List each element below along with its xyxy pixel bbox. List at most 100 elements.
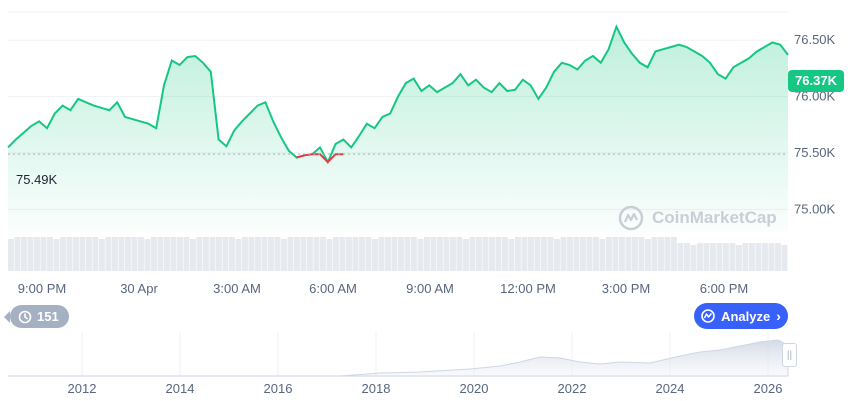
volume-bar — [248, 237, 255, 271]
volume-bar — [755, 243, 762, 271]
volume-bar — [66, 237, 73, 271]
volume-bar — [326, 239, 333, 271]
volume-bar — [53, 239, 60, 271]
navigator-year-label: 2022 — [558, 381, 587, 396]
volume-bar — [34, 237, 40, 271]
y-axis-ticks: 75.00K 75.50K 76.00K 76.50K — [794, 32, 836, 216]
volume-bar — [658, 237, 664, 271]
volume-bar — [612, 237, 619, 271]
volume-bar — [73, 237, 79, 271]
volume-bar — [619, 237, 625, 271]
price-area — [8, 26, 788, 233]
volume-bar — [573, 237, 580, 271]
x-tick-label: 12:00 PM — [500, 281, 556, 296]
navigator-drag-handle[interactable]: || — [782, 343, 797, 367]
navigator-year-label: 2014 — [166, 381, 195, 396]
coinmarketcap-logo-icon — [618, 205, 644, 231]
volume-bar — [151, 237, 157, 271]
volume-bar — [690, 245, 697, 271]
volume-bar — [190, 239, 196, 271]
volume-bar — [463, 239, 469, 271]
volume-bar — [768, 243, 775, 271]
volume-bar — [443, 237, 450, 271]
volume-bar — [261, 237, 268, 271]
volume-bar — [118, 237, 125, 271]
volume-bar — [222, 237, 229, 271]
volume-bar — [560, 237, 567, 271]
volume-bar — [307, 237, 313, 271]
volume-bar — [599, 239, 606, 271]
volume-bar — [157, 237, 164, 271]
volume-bar — [495, 237, 502, 271]
volume-bar — [736, 245, 742, 271]
x-tick-label: 9:00 PM — [18, 281, 66, 296]
volume-bar — [131, 237, 138, 271]
x-tick-label: 3:00 AM — [213, 281, 261, 296]
volume-bar — [313, 237, 320, 271]
volume-bar — [671, 237, 677, 271]
volume-bar — [677, 243, 684, 271]
volume-bar — [21, 237, 27, 271]
x-tick-label: 6:00 AM — [309, 281, 357, 296]
volume-bar — [183, 237, 190, 271]
volume-bar — [515, 237, 521, 271]
analyze-icon — [701, 309, 715, 323]
volume-bar — [424, 237, 430, 271]
analyze-label: Analyze — [721, 308, 771, 324]
volume-bar — [398, 237, 404, 271]
volume-bar — [729, 243, 736, 271]
volume-bar — [8, 239, 14, 271]
navigator-year-label: 2020 — [460, 381, 489, 396]
chevron-right-icon: › — [776, 308, 781, 324]
volume-bar — [125, 237, 131, 271]
volume-bar — [684, 243, 690, 271]
volume-bar — [469, 237, 476, 271]
volume-bar — [281, 239, 287, 271]
volume-bar — [60, 237, 66, 271]
volume-bar — [112, 237, 118, 271]
volume-bar — [489, 237, 495, 271]
volume-bar — [391, 237, 398, 271]
volume-bar — [534, 237, 541, 271]
volume-bar — [196, 237, 203, 271]
volume-bar — [450, 237, 456, 271]
navigator-year-label: 2024 — [656, 381, 685, 396]
volume-bar — [203, 237, 209, 271]
navigator-year-label: 2012 — [68, 381, 97, 396]
history-count-badge[interactable]: 151 — [4, 305, 69, 328]
volume-bar — [547, 237, 554, 271]
volume-bar — [144, 239, 151, 271]
volume-bar — [300, 237, 307, 271]
analyze-button[interactable]: Analyze › — [694, 303, 788, 329]
history-count: 151 — [37, 309, 59, 324]
x-tick-label: 9:00 AM — [406, 281, 454, 296]
volume-bar — [365, 237, 372, 271]
volume-bar — [170, 237, 177, 271]
volume-bar — [723, 243, 729, 271]
volume-bar — [99, 239, 105, 271]
volume-bar — [697, 243, 703, 271]
volume-bar — [664, 237, 671, 271]
x-tick-label: 3:00 PM — [602, 281, 650, 296]
volume-bar — [372, 239, 378, 271]
volume-bar — [625, 237, 632, 271]
volume-bar — [632, 237, 638, 271]
volume-bar — [781, 245, 788, 271]
watermark-text: CoinMarketCap — [652, 208, 777, 227]
volume-bar — [580, 237, 586, 271]
volume-bar — [430, 237, 437, 271]
volume-bar — [638, 237, 645, 271]
navigator-year-label: 2016 — [264, 381, 293, 396]
volume-bar — [339, 237, 346, 271]
volume-bar — [411, 237, 417, 271]
price-line — [7, 24, 789, 165]
y-tick-label: 76.00K — [794, 89, 836, 104]
volume-bar — [164, 237, 170, 271]
volume-bar — [138, 237, 144, 271]
volume-bar — [716, 243, 723, 271]
volume-bar — [521, 237, 528, 271]
volume-bar — [14, 237, 21, 271]
volume-bar — [242, 237, 248, 271]
y-tick-label: 75.00K — [794, 201, 836, 216]
